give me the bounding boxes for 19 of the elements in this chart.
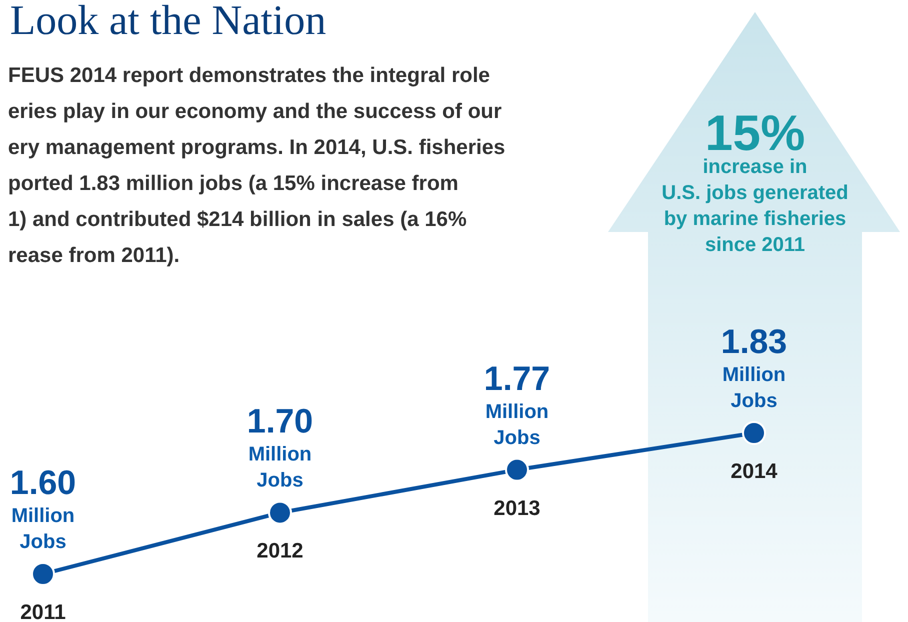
x-tick-label: 2012 (256, 540, 304, 563)
data-label: 1.83 (720, 323, 788, 361)
x-tick-label: 2014 (730, 460, 778, 483)
point (505, 458, 529, 482)
x-tick-label: 2011 (20, 601, 66, 622)
annotation: Million Jobs (248, 444, 312, 492)
point (31, 562, 55, 586)
chart-subtitle: FEUS 2014 report demonstrates the integral role eries play in our economy and the success of our ery management programs. In 2014, U.S. fisheries ported 1.83 million jobs (a 15% increase from 1) and contributed $214 billion in sales (a 16% rease from 2011). (8, 64, 506, 267)
text: increase in U.S. jobs generated by marine fisheries since 2011 (662, 156, 848, 256)
annotation: Million Jobs (485, 400, 549, 449)
annotation: Million Jobs (11, 505, 75, 553)
point (268, 500, 292, 525)
point (742, 421, 766, 445)
annotation: Million Jobs (722, 364, 786, 412)
x-tick-label: 2013 (494, 496, 540, 520)
data-label: 1.70 (246, 402, 314, 441)
chart-title: Look at the Nation (10, 0, 326, 44)
data-label: 1.60 (10, 464, 76, 502)
data-label: 1.77 (484, 360, 550, 398)
